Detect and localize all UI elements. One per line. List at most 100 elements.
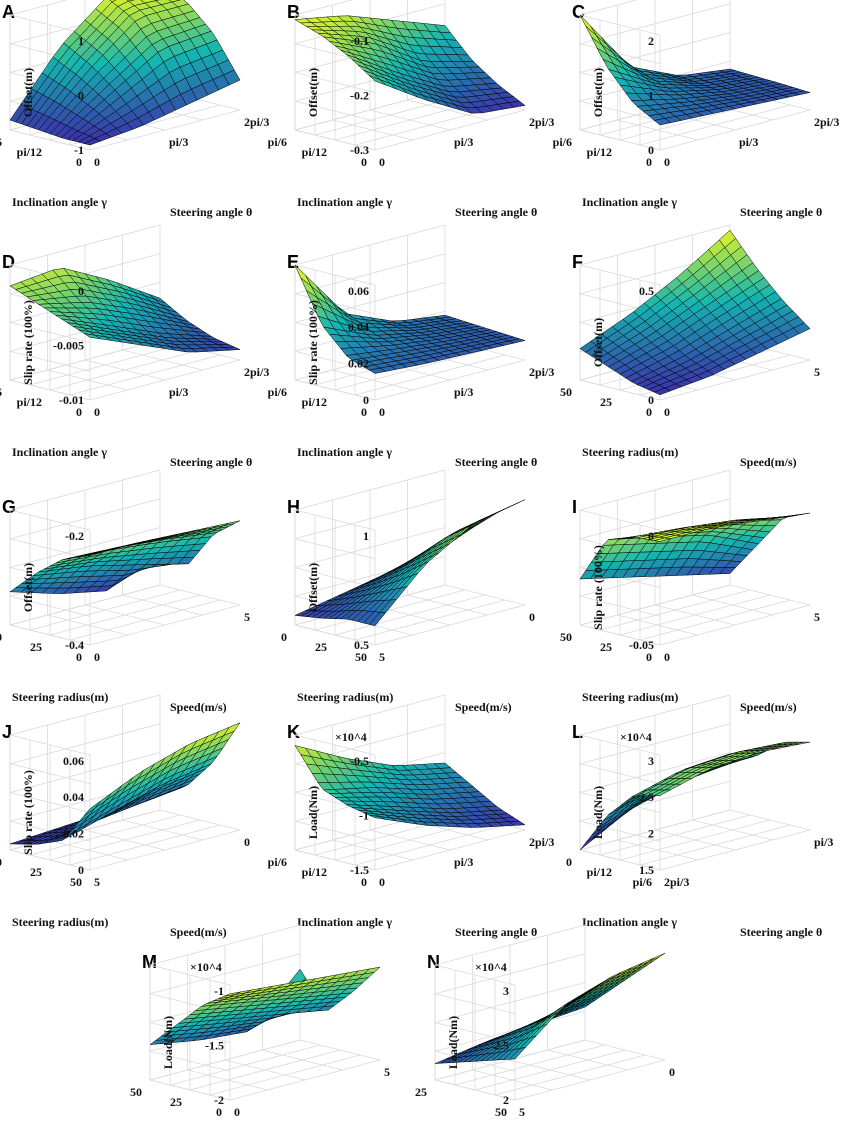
grid-line: [619, 594, 771, 636]
surface: [579, 741, 811, 851]
z-tick-label: 0.04: [348, 320, 369, 334]
grid-line: [299, 1039, 381, 1061]
grid-line: [334, 349, 486, 391]
grid-line: [692, 594, 773, 616]
z-tick-label: 1: [78, 34, 84, 48]
y-tick-label: 0: [281, 630, 287, 644]
z-tick-label: -2: [214, 1093, 224, 1107]
z-tick-label: -0.2: [350, 88, 369, 102]
grid-line: [9, 694, 161, 736]
z-tick-label: 2.5: [639, 790, 654, 804]
z-tick-label: 0: [78, 284, 84, 298]
panel-label: I: [572, 497, 577, 517]
grid-line: [434, 953, 586, 995]
panel-label: M: [142, 952, 157, 972]
x-axis-label: Steering angle θ: [455, 455, 537, 469]
axes-grid: [294, 469, 526, 646]
x-tick-label: 0: [664, 405, 670, 419]
panel-a: A10-1Offset(m)pi/6pi/1200pi/32pi/3Inclin…: [0, 0, 269, 219]
grid-line: [579, 3, 731, 45]
grid-line: [9, 763, 91, 785]
grid-line: [444, 584, 526, 606]
z-tick-label: 2: [648, 827, 654, 841]
grid-line: [294, 538, 376, 560]
grid-line: [294, 0, 353, 16]
z-tick-label: 0: [648, 393, 654, 407]
surface: [579, 229, 811, 396]
y-tick-label: 25: [415, 1085, 427, 1099]
y-tick-label: 25: [600, 395, 612, 409]
y-tick-label: pi/12: [17, 145, 42, 159]
surface-cell: [508, 499, 526, 508]
grid-line: [729, 809, 811, 831]
grid-line: [159, 584, 241, 606]
z-axis-label: Slip rate (100%): [306, 300, 320, 385]
x-tick-label: 0: [379, 875, 385, 889]
surface-cell: [223, 520, 241, 526]
y-tick-label: 50: [495, 1105, 507, 1119]
x-tick-label: 0: [94, 650, 100, 664]
z-axis-label: Slip rate (100%): [21, 770, 35, 855]
y-tick-label: 0: [646, 155, 652, 169]
surface: [434, 952, 666, 1064]
panel-label: N: [427, 952, 440, 972]
z-tick-label: 3: [648, 754, 654, 768]
z-axis-label: Load(Nm): [446, 1016, 460, 1069]
x-tick-label: pi/3: [739, 135, 758, 149]
z-tick-label: -1: [74, 143, 84, 157]
z-axis-label: Slip rate (100%): [591, 545, 605, 630]
grid-line: [29, 814, 181, 856]
z-tick-label: 0: [78, 863, 84, 877]
grid-line: [9, 0, 68, 16]
z-tick-label: 0.04: [63, 790, 84, 804]
z-tick-label: -0.5: [350, 754, 369, 768]
grid-line: [579, 734, 661, 756]
y-tick-label: pi/12: [587, 145, 612, 159]
z-tick-label: -1.5: [350, 863, 369, 877]
y-tick-label: pi/12: [17, 395, 42, 409]
y-tick-label: 0: [566, 855, 572, 869]
grid-line: [407, 99, 488, 121]
y-axis-label: Inclination angle γ: [297, 195, 392, 209]
y-axis-label: Steering radius(m): [12, 915, 108, 929]
grid-line: [9, 339, 161, 381]
z-tick-label: 0: [648, 143, 654, 157]
x-tick-label: 0: [379, 405, 385, 419]
x-tick-label: 2pi/3: [529, 115, 554, 129]
grid-line: [149, 1039, 301, 1081]
x-tick-label: 5: [379, 650, 385, 664]
z-tick-label: -0.01: [59, 393, 84, 407]
grid-line: [334, 594, 486, 636]
y-tick-label: 0: [361, 405, 367, 419]
grid-line: [294, 224, 446, 266]
y-tick-label: 0: [361, 155, 367, 169]
panel-label: K: [287, 722, 300, 742]
y-tick-label: pi/12: [302, 145, 327, 159]
grid-line: [579, 43, 661, 65]
grid-line: [9, 752, 161, 793]
grid-line: [407, 594, 488, 616]
grid-line: [149, 924, 301, 966]
grid-line: [49, 594, 201, 636]
axes-grid: [579, 694, 811, 871]
panel-k: K -0.5 -1 -1.5 ×10^4 Load(Nm) pi/6 pi/12 0 0 pi/3 2…: [268, 694, 554, 939]
x-tick-label: 0: [669, 1065, 675, 1079]
y-tick-label: 50: [560, 385, 572, 399]
grid-line: [149, 953, 301, 995]
x-axis-label: Speed(m/s): [170, 700, 227, 714]
grid-line: [547, 1049, 628, 1071]
y-tick-label: 0: [0, 855, 2, 869]
grid-line: [9, 224, 161, 266]
surface: [294, 264, 526, 374]
x-axis-label: Steering angle θ: [455, 925, 537, 939]
grid-line: [579, 469, 731, 511]
x-tick-label: pi/3: [454, 855, 473, 869]
panel-label: A: [2, 2, 15, 22]
surface: [9, 267, 241, 353]
z-axis-label: Offset(m): [306, 563, 320, 612]
grid-line: [599, 814, 751, 856]
